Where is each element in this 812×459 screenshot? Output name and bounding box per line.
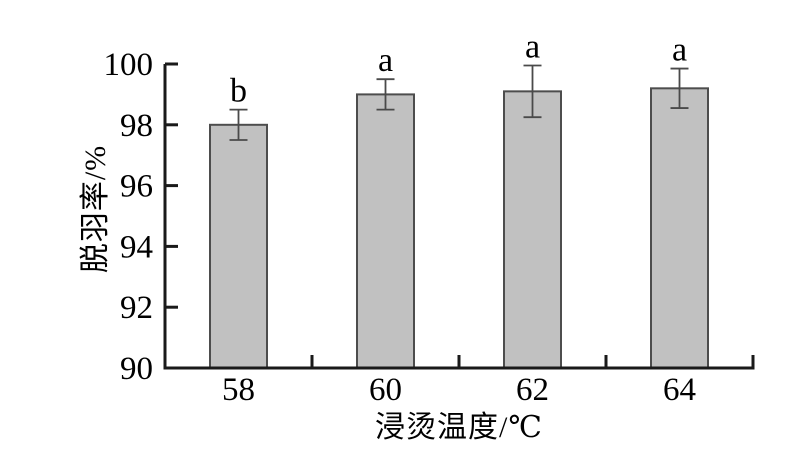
- sig-label: b: [230, 73, 247, 110]
- y-axis-title: 脱羽率/%: [79, 144, 112, 274]
- sig-label: a: [378, 42, 393, 79]
- x-axis-title: 浸烫温度/℃: [375, 411, 543, 444]
- x-category-label: 60: [369, 372, 402, 408]
- x-category-label: 62: [516, 372, 549, 408]
- bar: [650, 87, 709, 369]
- sig-label: a: [525, 29, 540, 66]
- y-tick-label: 94: [120, 229, 153, 265]
- bar: [209, 123, 268, 369]
- x-category-label: 58: [222, 372, 255, 408]
- bar: [503, 90, 562, 370]
- y-tick-label: 96: [120, 169, 153, 205]
- x-category-label: 64: [663, 372, 696, 408]
- y-tick-label: 98: [120, 108, 153, 144]
- bar: [356, 93, 415, 370]
- sig-label: a: [672, 32, 687, 69]
- y-tick-label: 90: [120, 351, 153, 387]
- y-tick-label: 92: [120, 290, 153, 326]
- y-tick-label: 100: [104, 47, 154, 83]
